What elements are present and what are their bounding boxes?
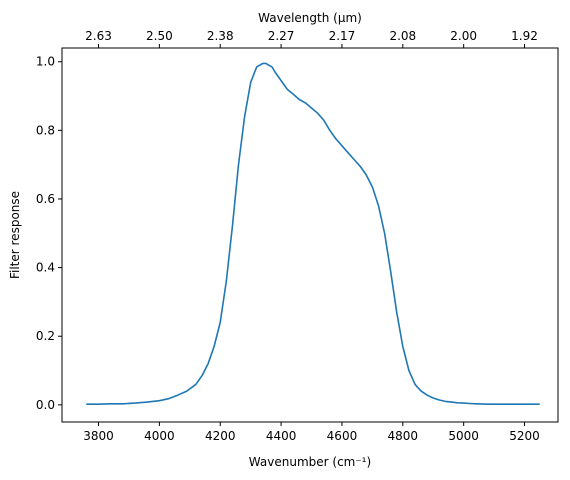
y-tick-label: 1.0 [36,55,55,69]
plot-area [61,47,559,423]
x-tick-label: 4400 [266,429,297,443]
top-axis-label: Wavelength (μm) [258,11,362,25]
top-axis-ticks: 2.63 2.50 2.38 2.27 2.17 2.08 2.00 1.92 [85,29,538,48]
y-tick-label: 0.4 [36,261,55,275]
plot-frame [61,47,559,423]
top-tick-label: 2.38 [207,29,234,43]
top-tick-label: 1.92 [511,29,538,43]
x-tick-label: 4800 [388,429,419,443]
x-tick-label: 4200 [205,429,236,443]
y-tick-label: 0.0 [36,398,55,412]
x-tick-label: 5000 [448,429,479,443]
y-axis-label: Filter response [8,191,22,279]
x-tick-label: 5200 [509,429,540,443]
top-tick-label: 2.08 [389,29,416,43]
top-tick-label: 2.00 [450,29,477,43]
y-axis-ticks: 0.0 0.2 0.4 0.6 0.8 1.0 [36,55,62,412]
x-tick-label: 4600 [327,429,358,443]
x-tick-label: 4000 [144,429,175,443]
top-tick-label: 2.50 [146,29,173,43]
y-tick-label: 0.8 [36,123,55,137]
top-tick-label: 2.63 [85,29,112,43]
x-tick-label: 3800 [83,429,114,443]
x-axis-label: Wavenumber (cm⁻¹) [249,455,371,469]
filter-response-line [86,62,540,406]
y-tick-label: 0.6 [36,192,55,206]
y-tick-label: 0.2 [36,329,55,343]
top-tick-label: 2.27 [268,29,295,43]
top-tick-label: 2.17 [329,29,356,43]
x-axis-ticks: 3800 4000 4200 4400 4600 4800 5000 5200 [83,422,540,443]
